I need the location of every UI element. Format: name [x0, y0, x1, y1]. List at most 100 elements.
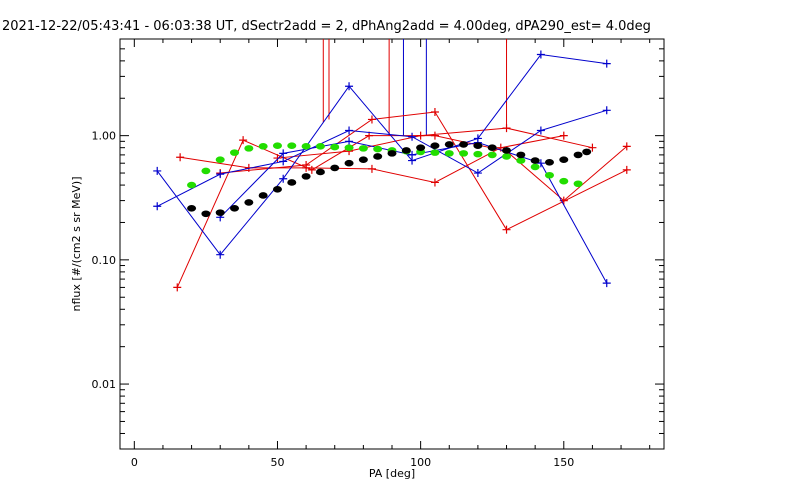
data-point-dot — [358, 156, 368, 164]
data-point-dot — [387, 150, 397, 157]
series-layer — [153, 39, 631, 292]
data-point-dot — [315, 168, 325, 176]
y-axis-label: nflux [#/(cm2 s sr MeV)] — [70, 177, 83, 312]
data-point-dot — [473, 150, 483, 158]
data-point-dot — [559, 177, 569, 185]
data-point-plus — [602, 106, 611, 115]
data-point-dot — [330, 164, 340, 172]
y-tick-label: 1.00 — [92, 130, 117, 143]
data-point-dot — [516, 151, 526, 159]
data-point-dot — [487, 151, 497, 159]
series-6 — [153, 106, 611, 211]
data-point-dot — [258, 143, 268, 150]
data-point-dot — [187, 181, 197, 189]
data-point-plus — [279, 157, 288, 166]
data-point-dot — [287, 142, 297, 150]
data-point-dot — [187, 205, 197, 212]
data-point-dot — [201, 167, 211, 175]
data-point-plus — [408, 132, 417, 141]
data-point-dot — [502, 153, 512, 160]
data-point-plus — [408, 150, 417, 159]
data-point-dot — [573, 180, 583, 188]
data-point-plus — [588, 143, 597, 152]
series-5 — [153, 50, 611, 259]
data-point-plus — [367, 164, 376, 173]
data-point-dot — [530, 157, 540, 164]
data-point-dot — [582, 148, 592, 156]
data-point-dot — [301, 173, 311, 180]
series-line — [176, 135, 628, 288]
data-point-dot — [430, 142, 440, 150]
plot-frame — [119, 38, 665, 450]
data-point-dot — [287, 179, 297, 186]
data-point-plus — [430, 178, 439, 187]
data-point-dot — [544, 171, 554, 179]
data-point-dot — [373, 153, 383, 160]
data-point-plus — [345, 126, 354, 135]
series-9 — [187, 141, 592, 218]
axis-ticks: 0 50 100 150 0.01 0.10 1.00 — [92, 38, 664, 469]
data-point-plus — [153, 202, 162, 211]
data-point-dot — [358, 145, 368, 152]
y-tick-label: 0.01 — [92, 378, 117, 391]
data-point-dot — [201, 210, 211, 218]
data-point-dot — [416, 144, 426, 151]
data-point-dot — [344, 144, 354, 151]
data-point-plus — [307, 165, 316, 174]
data-point-dot — [502, 147, 512, 154]
data-point-dot — [215, 156, 225, 164]
data-point-plus — [622, 165, 631, 174]
data-point-dot — [573, 151, 583, 159]
data-point-dot — [530, 163, 540, 171]
data-point-plus — [502, 124, 511, 133]
data-point-plus — [602, 59, 611, 68]
series-line — [156, 53, 607, 256]
data-point-dot — [544, 159, 554, 166]
data-point-dot — [516, 157, 526, 164]
data-point-dot — [559, 156, 569, 164]
data-point-dot — [230, 149, 240, 156]
data-point-plus — [430, 131, 439, 140]
data-point-dot — [272, 142, 282, 150]
x-axis-label: PA [deg] — [369, 467, 415, 480]
chart-title: 2021-12-22/05:43:41 - 06:03:38 UT, dSect… — [2, 19, 651, 34]
data-point-dot — [272, 185, 282, 193]
data-point-plus — [536, 126, 545, 135]
data-point-plus — [536, 159, 545, 168]
data-point-plus — [345, 82, 354, 91]
data-point-dot — [344, 159, 354, 167]
data-point-plus — [430, 108, 439, 117]
y-tick-label: 0.10 — [92, 254, 117, 267]
series-line — [220, 111, 628, 231]
data-point-plus — [622, 142, 631, 151]
data-point-plus — [473, 169, 482, 178]
data-point-dot — [459, 141, 469, 148]
data-point-dot — [487, 144, 497, 151]
data-point-dot — [444, 150, 454, 157]
series-line — [156, 109, 607, 207]
data-point-dot — [330, 143, 340, 151]
data-point-plus — [216, 170, 225, 179]
series-7 — [216, 137, 611, 288]
data-point-plus — [502, 225, 511, 234]
data-point-dot — [444, 141, 454, 148]
data-point-plus — [273, 154, 282, 163]
data-point-dot — [459, 150, 469, 157]
data-point-dot — [230, 205, 240, 212]
series-3 — [216, 108, 631, 234]
data-point-plus — [416, 131, 425, 140]
data-point-plus — [216, 250, 225, 259]
data-point-plus — [176, 153, 185, 162]
x-tick-label: 100 — [410, 456, 431, 469]
data-point-plus — [345, 137, 354, 146]
data-point-plus — [367, 115, 376, 124]
data-point-plus — [153, 166, 162, 175]
data-point-dot — [401, 147, 411, 154]
x-tick-label: 50 — [270, 456, 284, 469]
data-point-plus — [173, 283, 182, 292]
data-point-plus — [602, 279, 611, 288]
data-point-plus — [536, 50, 545, 59]
data-point-plus — [239, 136, 248, 145]
data-point-plus — [279, 149, 288, 158]
